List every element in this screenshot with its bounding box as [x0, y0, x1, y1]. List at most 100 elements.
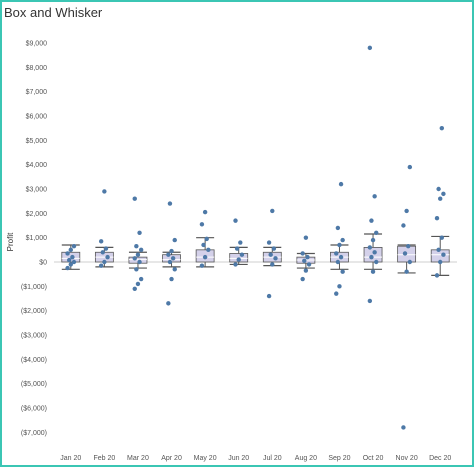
data-point: [407, 259, 413, 265]
data-point: [439, 125, 445, 131]
data-point: [271, 246, 277, 251]
data-point: [167, 259, 173, 265]
data-point: [266, 240, 272, 245]
data-point: [137, 259, 142, 265]
data-point: [65, 265, 70, 271]
box: [363, 246, 383, 263]
data-point: [98, 239, 104, 244]
data-point: [98, 263, 104, 268]
y-tick-label: $2,000: [26, 211, 48, 218]
data-point: [334, 251, 339, 256]
x-tick-label: Sep 20: [328, 455, 350, 462]
data-point: [66, 257, 72, 263]
y-tick-label: ($4,000): [21, 357, 47, 364]
y-tick-label: $1,000: [26, 235, 48, 242]
y-tick-label: $6,000: [26, 114, 48, 121]
data-point: [103, 246, 109, 251]
data-point: [338, 181, 344, 187]
data-point: [436, 186, 441, 192]
data-point: [372, 250, 377, 255]
data-point: [340, 237, 345, 243]
y-tick-label: $9,000: [26, 41, 48, 48]
data-point: [166, 301, 171, 306]
data-point: [367, 245, 373, 250]
x-tick-label: Aug 20: [295, 455, 317, 462]
data-point: [268, 252, 273, 257]
data-point: [266, 293, 272, 299]
data-point: [404, 208, 409, 214]
data-point: [134, 243, 139, 249]
data-point: [270, 208, 275, 214]
data-point: [199, 222, 205, 227]
x-tick-label: Jul 20: [263, 455, 282, 462]
data-point: [402, 251, 408, 256]
data-point: [335, 259, 341, 265]
data-point: [65, 251, 70, 256]
data-point: [202, 254, 208, 260]
data-point: [71, 243, 77, 249]
data-point: [167, 201, 173, 206]
data-point: [236, 257, 241, 262]
data-point: [71, 259, 77, 265]
data-point: [170, 256, 176, 261]
data-point: [233, 218, 238, 223]
data-point: [273, 256, 278, 261]
data-point: [334, 291, 339, 296]
x-tick-label: Mar 20: [127, 455, 149, 462]
y-tick-label: $7,000: [26, 89, 48, 96]
data-point: [338, 254, 344, 260]
data-point: [132, 286, 137, 291]
data-point: [169, 248, 174, 254]
data-point: [369, 218, 374, 223]
x-tick-label: Jun 20: [228, 455, 249, 462]
data-point: [100, 250, 105, 255]
data-point: [335, 225, 341, 231]
data-point: [434, 216, 440, 221]
y-axis-label: Profit: [6, 232, 15, 251]
data-point: [439, 235, 445, 240]
data-point: [239, 252, 245, 257]
x-tick-label: Apr 20: [161, 455, 182, 462]
data-point: [270, 262, 275, 267]
data-point: [68, 262, 73, 267]
data-point: [134, 267, 139, 272]
data-point: [372, 194, 377, 199]
data-point: [172, 237, 177, 243]
data-point: [303, 268, 309, 273]
data-point: [137, 230, 142, 235]
data-point: [68, 247, 73, 253]
y-tick-label: $3,000: [26, 187, 48, 194]
data-point: [369, 254, 374, 260]
data-point: [70, 254, 75, 260]
y-tick-label: $0: [39, 260, 47, 267]
x-tick-label: Dec 20: [429, 455, 451, 462]
data-point: [441, 191, 446, 197]
data-point: [407, 164, 413, 170]
x-tick-label: Feb 20: [93, 455, 115, 462]
data-point: [434, 273, 440, 278]
data-point: [132, 196, 137, 201]
data-point: [234, 246, 240, 251]
data-point: [138, 276, 144, 282]
data-point: [233, 262, 238, 267]
data-point: [436, 247, 441, 253]
data-point: [367, 298, 373, 304]
data-point: [337, 284, 342, 289]
data-point: [204, 236, 209, 242]
data-point: [406, 243, 411, 249]
y-tick-label: $8,000: [26, 65, 48, 72]
data-point: [172, 267, 177, 272]
data-point: [441, 252, 446, 257]
data-point: [305, 254, 310, 260]
data-point: [302, 258, 307, 263]
y-tick-label: ($6,000): [21, 406, 47, 413]
data-point: [401, 223, 406, 228]
data-point: [404, 269, 409, 274]
data-point: [337, 242, 342, 248]
data-point: [169, 276, 174, 282]
data-point: [102, 259, 107, 265]
data-point: [238, 240, 243, 245]
data-point: [166, 252, 171, 257]
